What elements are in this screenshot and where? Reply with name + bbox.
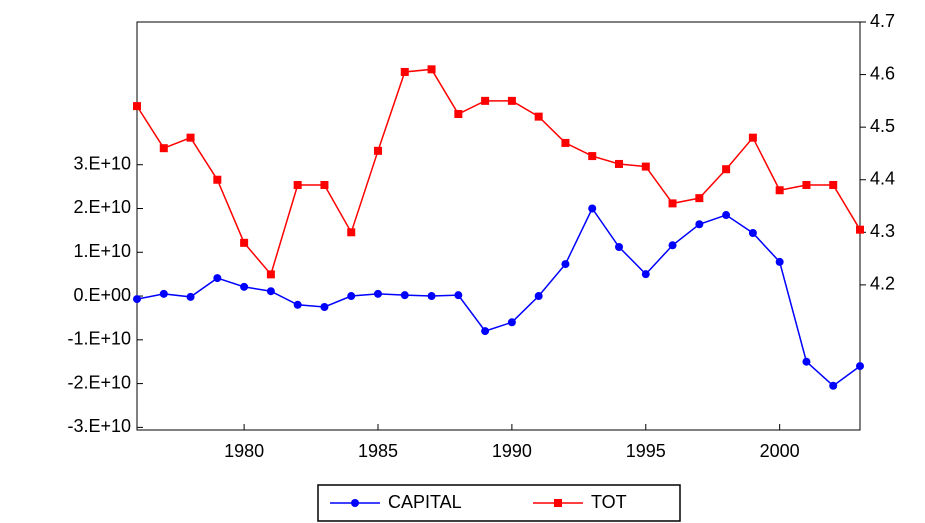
y-tick-label: -1.E+10 — [67, 329, 131, 349]
point — [159, 289, 168, 298]
x-tick-label: 2000 — [760, 441, 800, 461]
point — [856, 362, 864, 371]
y2-tick-label: 4.2 — [870, 274, 895, 294]
point — [454, 110, 463, 119]
point — [293, 300, 302, 309]
x-tick-label: 1985 — [358, 441, 398, 461]
point — [427, 292, 436, 301]
point — [186, 292, 195, 301]
point — [347, 292, 356, 301]
point — [695, 220, 704, 229]
point — [427, 65, 436, 74]
point — [266, 270, 275, 279]
y-tick-label: -2.E+10 — [67, 372, 131, 392]
point — [213, 175, 222, 184]
point — [293, 180, 302, 189]
plot-frame — [136, 21, 861, 431]
point — [507, 318, 516, 327]
point — [159, 144, 168, 153]
point — [240, 282, 249, 291]
point — [775, 257, 784, 266]
point — [722, 165, 731, 174]
point — [561, 260, 570, 269]
point — [133, 295, 141, 304]
point — [802, 357, 811, 366]
legend-label: TOT — [591, 492, 627, 512]
legend-marker — [351, 499, 359, 507]
point — [775, 186, 784, 195]
point — [320, 302, 329, 311]
y-tick-label: 0.E+00 — [73, 285, 131, 305]
point — [615, 159, 623, 168]
point — [534, 292, 543, 301]
point — [374, 289, 382, 298]
point — [240, 238, 249, 247]
y-tick-label: 3.E+10 — [73, 153, 131, 173]
point — [856, 225, 864, 234]
series-line — [136, 207, 861, 387]
y2-tick-label: 4.7 — [870, 11, 895, 31]
y2-tick-label: 4.6 — [870, 63, 895, 83]
point — [748, 133, 757, 142]
point — [186, 133, 195, 142]
point — [320, 180, 329, 189]
point — [668, 241, 677, 250]
point — [802, 180, 811, 189]
y2-tick-label: 4.3 — [870, 221, 895, 241]
point — [668, 199, 677, 208]
x-tick-label: 1995 — [626, 441, 666, 461]
point — [454, 291, 463, 300]
y-tick-label: 1.E+10 — [73, 241, 131, 261]
point — [829, 180, 838, 189]
point — [748, 229, 757, 238]
point — [641, 270, 650, 279]
point — [641, 162, 650, 171]
point — [374, 146, 382, 155]
point — [481, 96, 490, 105]
x-tick-label: 1990 — [492, 441, 532, 461]
y-tick-label: -3.E+10 — [67, 416, 131, 436]
point — [722, 211, 731, 220]
point — [347, 228, 356, 237]
y2-tick-label: 4.4 — [870, 168, 895, 188]
point — [400, 291, 409, 300]
legend-marker — [554, 499, 562, 507]
series-line — [136, 68, 861, 276]
point — [829, 381, 838, 390]
point — [588, 204, 597, 213]
y2-tick-label: 4.5 — [870, 116, 895, 136]
point — [588, 152, 597, 161]
point — [534, 112, 543, 121]
point — [481, 327, 490, 336]
point — [507, 96, 516, 105]
y-tick-label: 2.E+10 — [73, 197, 131, 217]
point — [561, 138, 570, 147]
point — [213, 274, 222, 283]
point — [133, 102, 141, 111]
point — [400, 67, 409, 76]
point — [615, 243, 623, 252]
x-tick-label: 1980 — [224, 441, 264, 461]
legend-label: CAPITAL — [388, 492, 462, 512]
point — [695, 194, 704, 203]
point — [266, 287, 275, 296]
